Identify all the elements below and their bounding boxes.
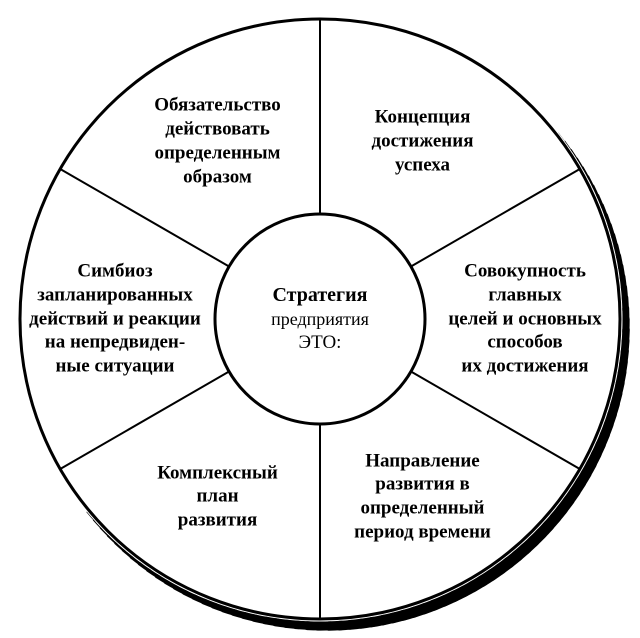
- center-line-3: ЭТО:: [223, 331, 417, 356]
- segment-label-0: Концепция достижения успеха: [333, 106, 513, 177]
- segment-label-3: Комплексный план развития: [128, 461, 308, 532]
- strategy-wheel-diagram: Стратегия предприятия ЭТО: Концепция дос…: [0, 0, 640, 638]
- segment-label-5: Обязательство действовать определенным о…: [118, 94, 318, 189]
- center-label: Стратегия предприятия ЭТО:: [223, 282, 417, 356]
- center-line-1: Стратегия: [223, 282, 417, 308]
- center-line-2: предприятия: [223, 308, 417, 331]
- segment-label-1: Совокупность главных целей и основных сп…: [425, 260, 625, 379]
- segment-label-4: Симбиоз запланированных действий и реакц…: [5, 260, 225, 379]
- segment-label-2: Направление развития в определенный пери…: [323, 449, 523, 544]
